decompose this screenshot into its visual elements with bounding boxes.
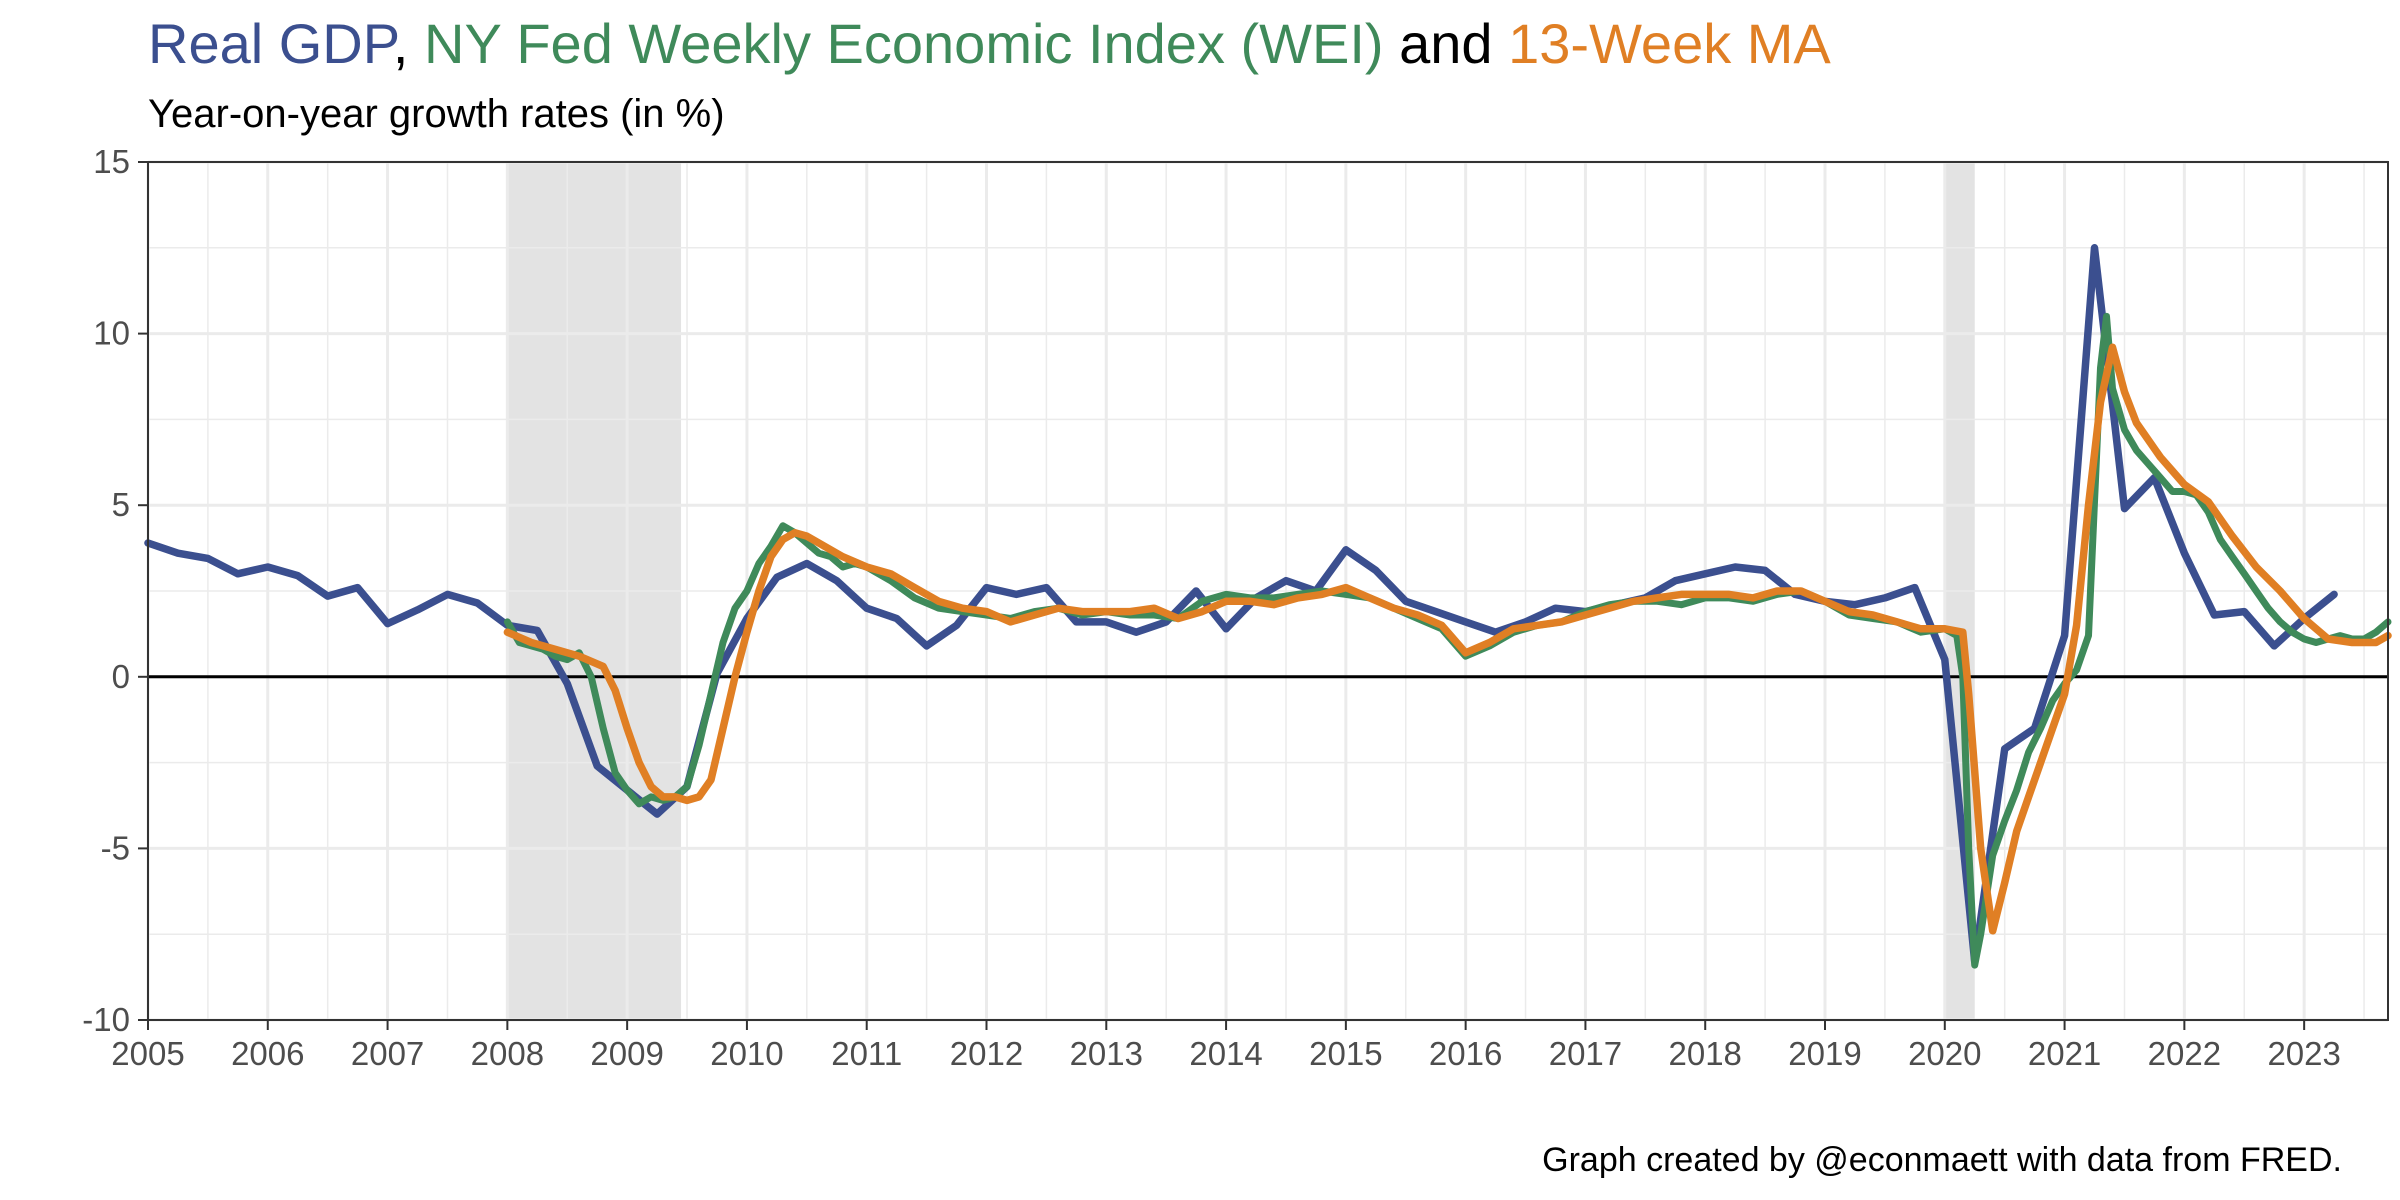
series-line-wei <box>503 312 2392 969</box>
x-tick-label: 2015 <box>1309 1035 1382 1072</box>
x-tick-label: 2013 <box>1070 1035 1143 1072</box>
x-tick-label: 2014 <box>1189 1035 1262 1072</box>
y-tick-label: 15 <box>93 143 130 180</box>
chart-caption: Graph created by @econmaett with data fr… <box>1542 1141 2342 1179</box>
chart-title: Real GDP, NY Fed Weekly Economic Index (… <box>148 10 1831 78</box>
x-tick-label: 2023 <box>2267 1035 2340 1072</box>
y-tick-label: 10 <box>93 315 130 352</box>
title-ma: 13-Week MA <box>1508 12 1831 75</box>
title-gdp: Real GDP <box>148 12 393 75</box>
x-tick-label: 2009 <box>590 1035 663 1072</box>
y-tick-label: -10 <box>82 1001 130 1038</box>
x-tick-label: 2008 <box>471 1035 544 1072</box>
x-tick-label: 2007 <box>351 1035 424 1072</box>
chart-subtitle: Year-on-year growth rates (in %) <box>148 92 725 136</box>
x-tick-label: 2012 <box>950 1035 1023 1072</box>
x-tick-label: 2011 <box>831 1035 902 1072</box>
x-tick-label: 2021 <box>2028 1035 2101 1072</box>
x-tick-label: 2017 <box>1549 1035 1622 1072</box>
x-tick-label: 2006 <box>231 1035 304 1072</box>
title-sep2: and <box>1383 12 1509 75</box>
x-tick-label: 2010 <box>710 1035 783 1072</box>
y-tick-label: -5 <box>101 829 130 866</box>
series-lines <box>144 244 2392 969</box>
title-wei: NY Fed Weekly Economic Index (WEI) <box>424 12 1384 75</box>
x-tick-label: 2019 <box>1788 1035 1861 1072</box>
axes: -10 -5 0 5 10 15 2005 2006 2007 2008 2009 2010 2011 2… <box>82 143 2389 1072</box>
x-tick-label: 2018 <box>1669 1035 1742 1072</box>
x-tick-label: 2005 <box>111 1035 184 1072</box>
x-tick-label: 2016 <box>1429 1035 1502 1072</box>
x-tick-label: 2022 <box>2148 1035 2221 1072</box>
y-tick-label: 0 <box>112 658 130 695</box>
title-sep1: , <box>392 12 424 75</box>
y-tick-label: 5 <box>112 486 130 523</box>
x-tick-label: 2020 <box>1908 1035 1981 1072</box>
series-line-13-week-ma <box>503 343 2392 935</box>
plot-border <box>147 161 2389 1021</box>
